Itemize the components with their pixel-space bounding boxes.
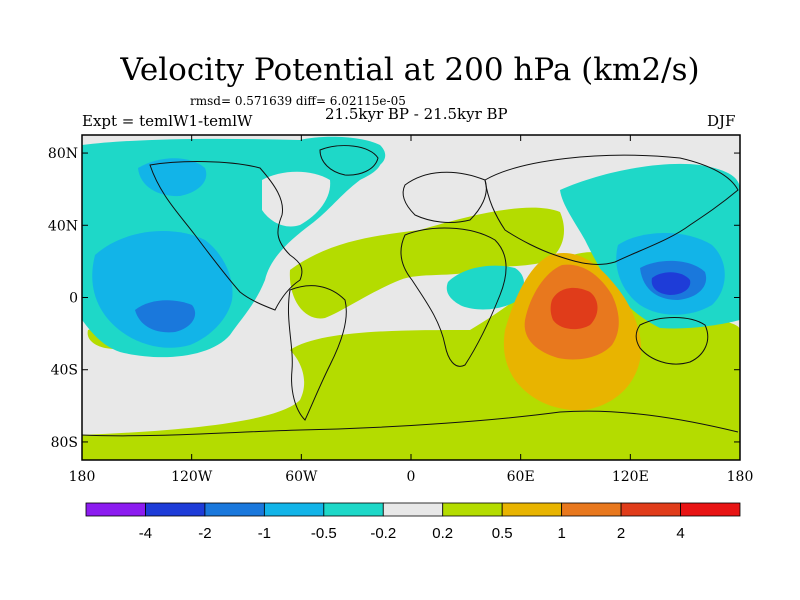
antarctica-coast — [82, 410, 739, 437]
greenland-coast — [319, 145, 379, 176]
period-label: 21.5kyr BP - 21.5kyr BP — [325, 105, 508, 123]
west-pacific-core — [651, 272, 691, 295]
colorbar-swatch — [620, 502, 681, 517]
far-east-positive — [670, 328, 724, 357]
europe-coast — [402, 171, 487, 223]
x-tick-label: 60W — [285, 469, 318, 485]
y-tick-label: 40N — [48, 218, 78, 234]
x-tick-label: 0 — [407, 469, 416, 485]
x-tick-label: 120E — [612, 469, 649, 485]
colorbar: -4 -2 -1 -0.5 -0.2 0.2 0.5 1 2 4 — [85, 502, 741, 542]
x-tick-label: 120W — [171, 469, 213, 485]
colorbar-label: -0.5 — [311, 525, 337, 542]
y-tick-label: 80S — [51, 435, 78, 451]
north-america-gap — [262, 171, 331, 227]
x-tick-label: 60E — [507, 469, 535, 485]
colorbar-label: 0.5 — [492, 525, 513, 542]
y-tick-label: 0 — [69, 291, 78, 307]
colorbar-swatch — [145, 502, 206, 517]
asia-coast — [484, 154, 739, 265]
colorbar-label: 0.2 — [432, 525, 453, 542]
colorbar-swatch — [382, 502, 444, 517]
australia-coast — [635, 317, 709, 365]
x-tick-label: 180 — [69, 469, 96, 485]
stats-label: rmsd= 0.571639 diff= 6.02115e-05 — [190, 94, 406, 108]
chart-title: Velocity Potential at 200 hPa (km2/s) — [120, 52, 700, 88]
coastlines — [82, 145, 739, 437]
colorbar-label: -4 — [139, 525, 152, 542]
north-america-coast — [149, 161, 303, 311]
colorbar-swatch — [263, 502, 325, 517]
experiment-label: Expt = temlW1-temlW — [82, 112, 253, 130]
arabian-negative — [446, 265, 525, 310]
y-tick-label: 40S — [51, 363, 78, 379]
colorbar-swatch — [561, 502, 622, 517]
atlantic-positive — [289, 207, 565, 319]
colorbar-swatch — [85, 502, 146, 517]
colorbar-label: -0.2 — [370, 525, 396, 542]
season-label: DJF — [707, 112, 736, 130]
africa-coast — [400, 227, 507, 367]
colorbar-label: 1 — [557, 525, 565, 542]
arctic-canada-minus1 — [138, 158, 207, 197]
colorbar-swatch — [323, 502, 384, 517]
colorbar-swatch — [442, 502, 503, 517]
x-tick-label: 180 — [727, 469, 754, 485]
south-america-coast — [287, 285, 347, 421]
colorbar-label: -1 — [258, 525, 271, 542]
indian-ocean-plus4 — [550, 287, 598, 330]
colorbar-label: 4 — [676, 525, 684, 542]
colorbar-label: -2 — [198, 525, 211, 542]
colorbar-swatch — [204, 502, 265, 517]
y-tick-label: 80N — [48, 146, 78, 162]
colorbar-swatch — [501, 502, 563, 517]
colorbar-label: 2 — [617, 525, 625, 542]
map-field — [82, 135, 740, 460]
axis-ticks — [81, 135, 741, 460]
east-pacific-minus1 — [92, 231, 233, 348]
axis-labels: 180 120W 60W 0 60E 120E 180 80N 40N 0 40S 80S — [48, 146, 753, 485]
colorbar-swatch — [680, 502, 741, 517]
arctic-negative — [300, 136, 386, 172]
east-pacific-minus2 — [135, 300, 196, 333]
